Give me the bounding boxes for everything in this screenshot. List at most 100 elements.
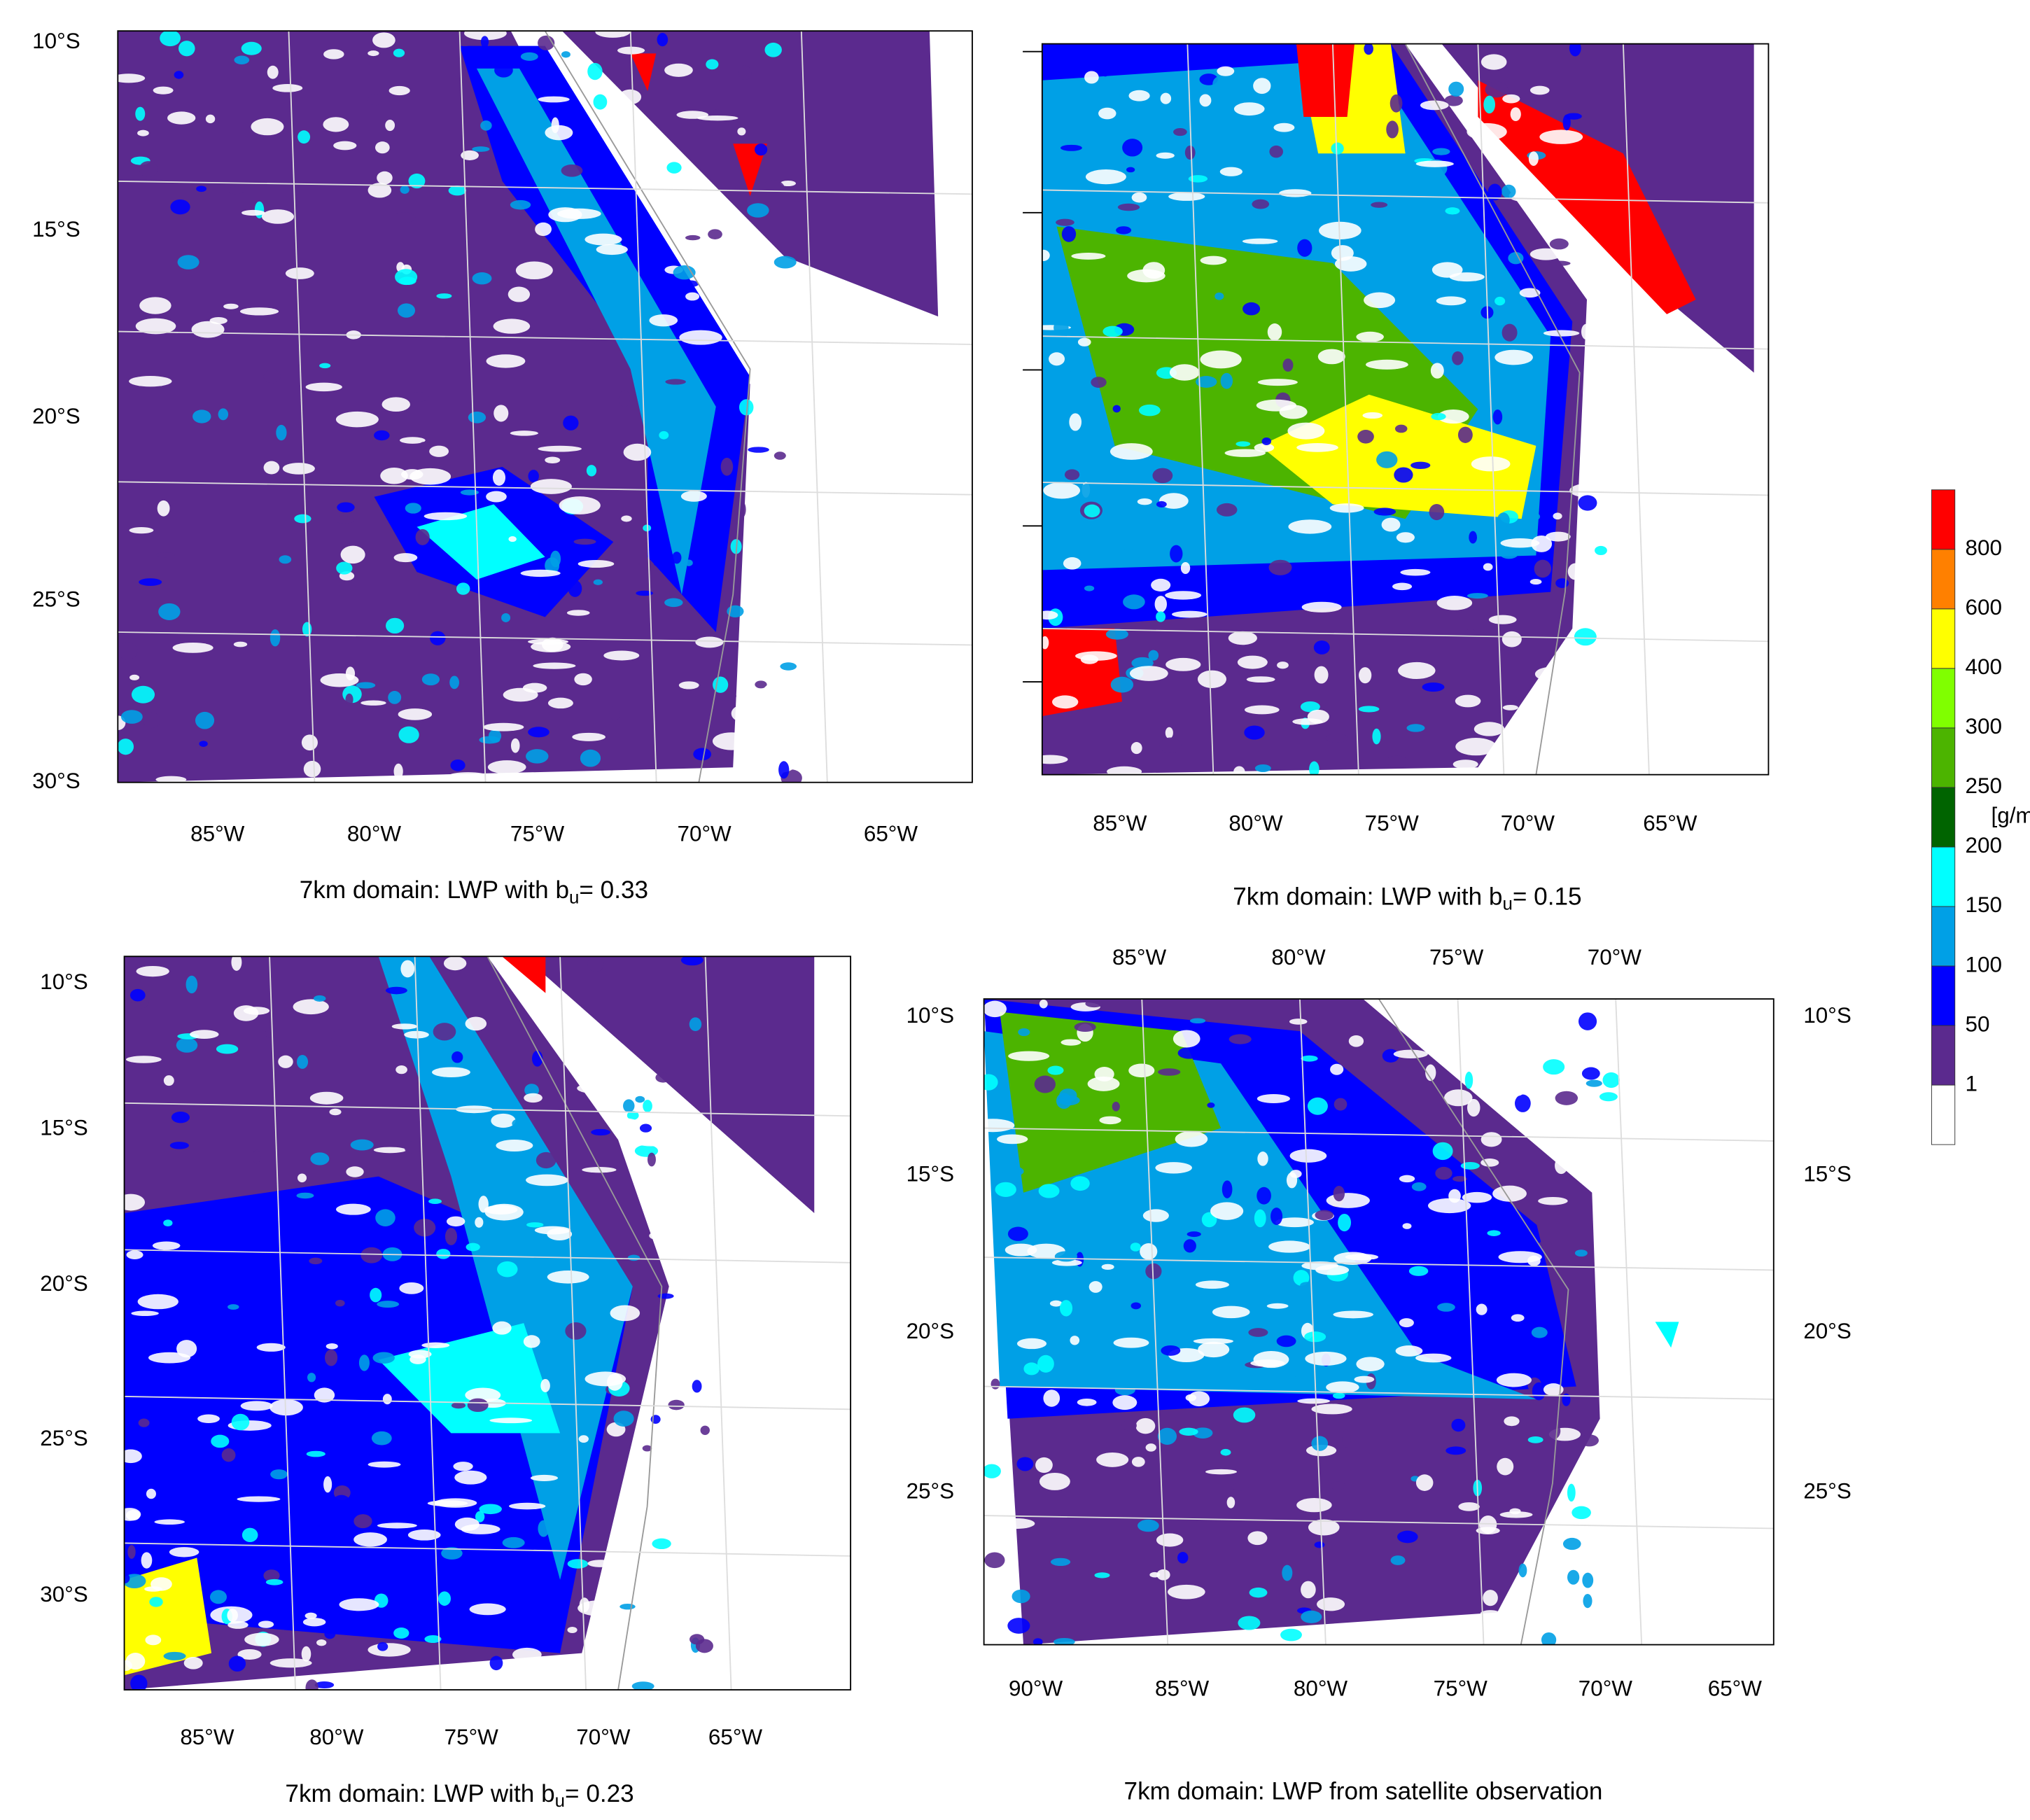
texture — [305, 1679, 318, 1690]
texture — [1429, 305, 1450, 323]
texture — [211, 1434, 230, 1448]
texture — [1269, 145, 1283, 158]
texture — [1546, 1422, 1561, 1440]
texture — [443, 956, 467, 971]
texture — [1304, 1331, 1326, 1343]
graticule — [1186, 43, 1214, 775]
texture — [1233, 1407, 1256, 1423]
texture — [1408, 1266, 1429, 1276]
texture — [1113, 1337, 1149, 1348]
texture — [1334, 1098, 1348, 1111]
texture — [405, 503, 421, 514]
texture — [1216, 503, 1238, 517]
x-tick-label: 75°W — [1434, 1676, 1488, 1700]
texture — [388, 85, 410, 96]
texture — [383, 1583, 399, 1590]
texture — [1087, 1076, 1120, 1091]
texture — [304, 1612, 317, 1619]
texture — [393, 763, 403, 780]
texture — [130, 1674, 148, 1690]
field-region — [1042, 628, 1122, 717]
texture — [1539, 130, 1583, 144]
texture — [1247, 1531, 1268, 1546]
texture — [1326, 1193, 1370, 1208]
texture — [1562, 114, 1571, 131]
texture — [664, 598, 683, 608]
map-frame — [117, 30, 973, 783]
texture — [1455, 1043, 1492, 1054]
graticule — [983, 1256, 1774, 1271]
x-tick-label: 80°W — [309, 1725, 364, 1749]
x-tick-label: 65°W — [708, 1725, 763, 1749]
texture — [240, 1401, 273, 1411]
texture — [1393, 1049, 1428, 1058]
texture — [1528, 151, 1539, 166]
texture — [1543, 330, 1580, 337]
texture — [1135, 1418, 1156, 1434]
y-tick-label: 30°S — [32, 769, 80, 793]
texture — [501, 612, 511, 622]
texture — [747, 203, 769, 218]
texture — [1529, 748, 1538, 759]
texture — [149, 1597, 163, 1607]
texture — [559, 496, 601, 514]
graticule — [1042, 482, 1769, 496]
texture — [1329, 503, 1364, 513]
field-region — [1296, 43, 1354, 118]
texture — [382, 1394, 392, 1405]
texture — [1593, 690, 1624, 696]
colorbar-label: 100 — [1966, 952, 2002, 976]
texture — [126, 1250, 144, 1259]
colorbar-unit: [g/m²] — [1991, 804, 2030, 828]
texture — [1502, 184, 1516, 199]
texture — [561, 51, 570, 58]
texture — [510, 738, 520, 753]
texture — [354, 1431, 370, 1437]
texture — [1476, 1527, 1500, 1534]
texture — [1509, 1508, 1521, 1515]
coastline — [544, 31, 751, 783]
texture — [1359, 667, 1372, 684]
texture — [1220, 372, 1233, 389]
texture — [1309, 761, 1320, 775]
texture — [619, 89, 642, 105]
caption: 7km domain: LWP with bu= 0.33 — [300, 877, 648, 908]
texture — [755, 144, 768, 156]
texture — [1173, 127, 1187, 136]
texture — [218, 408, 229, 421]
texture — [227, 1620, 248, 1629]
texture — [1254, 764, 1271, 773]
texture — [1469, 531, 1477, 544]
texture — [333, 141, 357, 150]
graticule — [458, 31, 486, 783]
texture — [655, 1072, 671, 1083]
texture — [1581, 1067, 1600, 1080]
texture — [1148, 650, 1159, 661]
texture — [1110, 676, 1134, 693]
texture — [1043, 482, 1081, 499]
texture — [547, 697, 573, 709]
texture — [1406, 724, 1425, 732]
texture — [398, 726, 419, 743]
texture — [400, 960, 415, 978]
texture — [197, 1414, 220, 1424]
texture — [480, 36, 489, 48]
colorbar-label: 200 — [1966, 833, 2002, 858]
texture — [484, 1205, 518, 1215]
texture — [1430, 363, 1444, 379]
texture — [1549, 238, 1569, 250]
texture — [156, 552, 175, 558]
texture — [345, 693, 354, 706]
texture — [1497, 1457, 1514, 1476]
texture — [467, 1398, 489, 1413]
texture — [480, 120, 492, 131]
texture — [163, 1075, 174, 1086]
texture — [336, 561, 353, 575]
texture — [577, 1083, 610, 1093]
texture — [1465, 629, 1476, 639]
texture — [1497, 512, 1510, 528]
texture — [1142, 262, 1166, 279]
texture — [1179, 1427, 1198, 1436]
texture — [1172, 1030, 1200, 1048]
texture — [1415, 1353, 1452, 1363]
